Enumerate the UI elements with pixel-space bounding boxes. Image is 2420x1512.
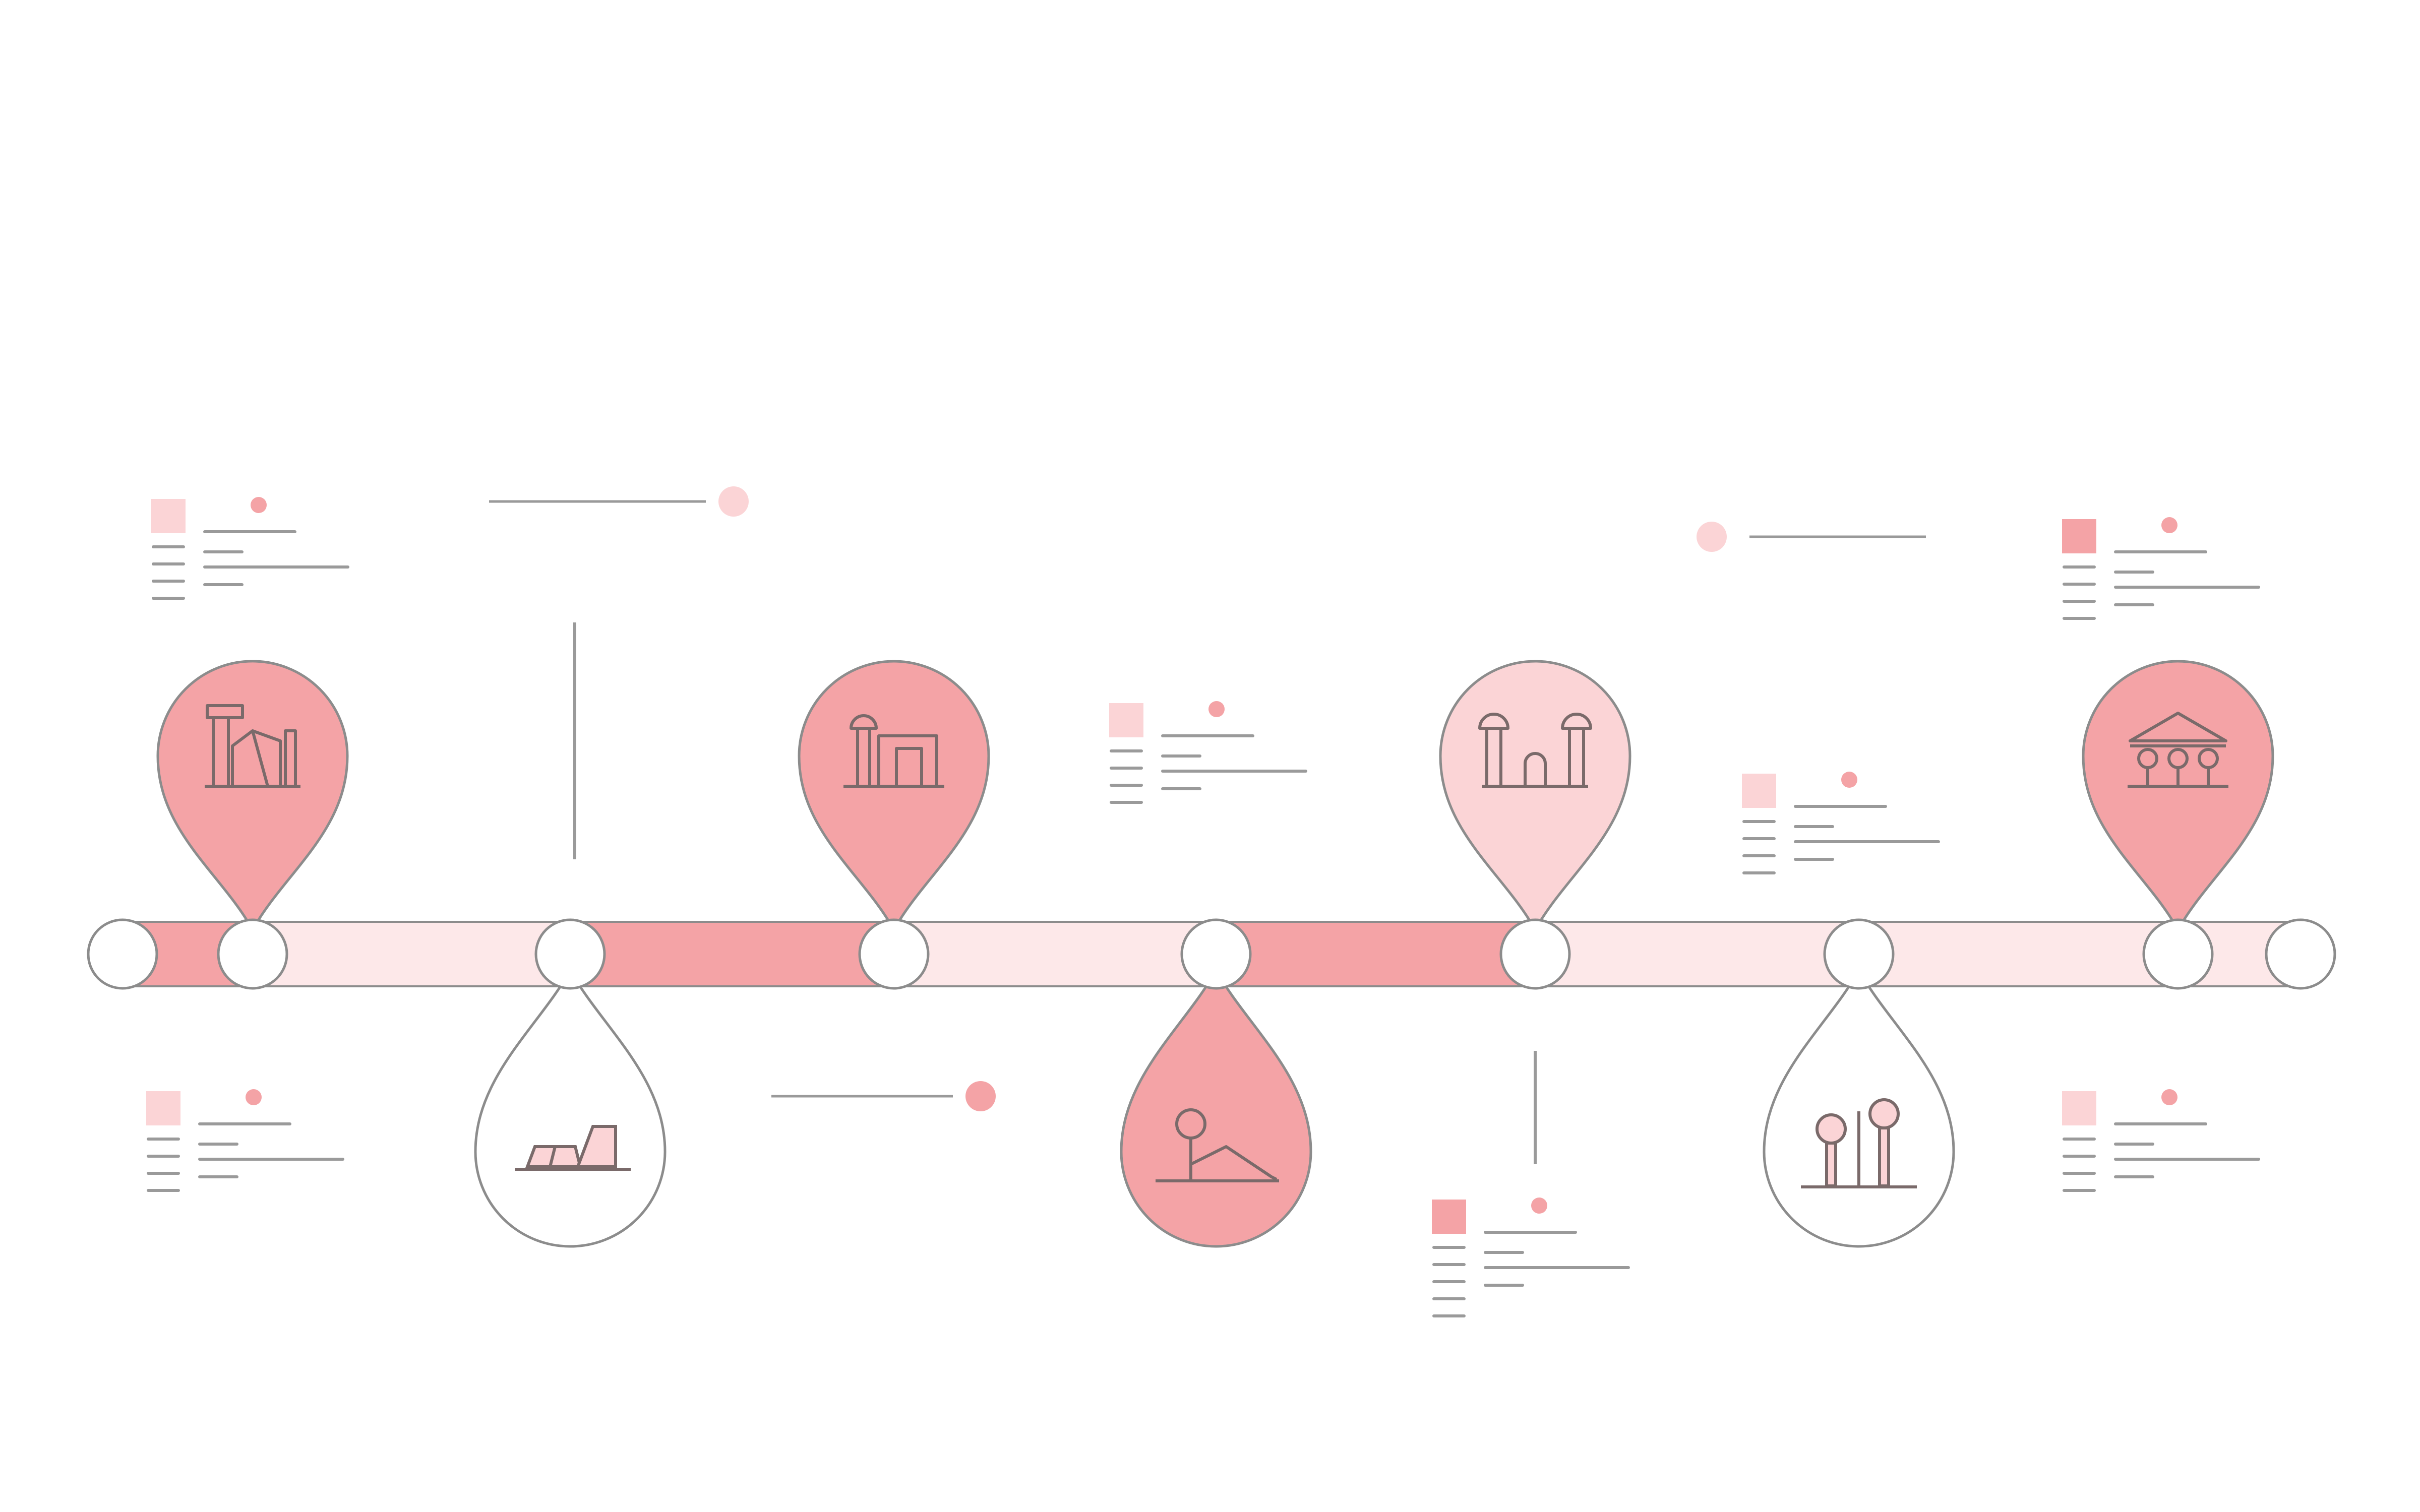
track-segment <box>1216 923 1535 985</box>
pin-shape <box>798 660 990 933</box>
block-dot <box>246 1089 262 1105</box>
block-dot <box>1841 772 1857 788</box>
block-square <box>1109 703 1143 737</box>
connector-dot <box>1697 522 1727 552</box>
street-lamps-icon <box>1801 1098 1917 1188</box>
text-block <box>1742 772 1940 874</box>
text-block <box>146 1089 344 1192</box>
block-dot <box>1531 1198 1547 1214</box>
milestone-pin <box>474 967 667 1248</box>
text-block <box>1432 1198 1630 1317</box>
block-square <box>1432 1200 1466 1234</box>
connector <box>771 1081 996 1111</box>
block-dot <box>251 497 267 513</box>
block-square <box>2062 1091 2096 1125</box>
pin-shape <box>156 660 349 933</box>
milestone-pin <box>1763 967 1955 1248</box>
track-segment <box>253 923 570 985</box>
industrial-plant-icon <box>843 714 944 788</box>
pin-shape <box>474 967 667 1248</box>
milestone-pin <box>1439 660 1631 933</box>
block-square <box>2062 519 2096 553</box>
icon-part <box>2129 712 2227 742</box>
pin-shape <box>2082 660 2274 933</box>
factory-icon <box>205 704 300 788</box>
milestone-markers <box>156 660 2274 1248</box>
block-square <box>146 1091 180 1125</box>
icon-part <box>1561 713 1592 730</box>
pavilion-icon <box>2128 712 2228 788</box>
milestone-pin <box>156 660 349 933</box>
timeline-nodes <box>87 918 2336 990</box>
track-segment <box>1535 923 1859 985</box>
text-block <box>2062 517 2260 620</box>
connector-dot <box>718 486 749 517</box>
timeline-node <box>1823 918 1895 990</box>
milestone-pin <box>2082 660 2274 933</box>
timeline-node <box>534 918 606 990</box>
milestone-pin <box>798 660 990 933</box>
block-dot <box>1208 701 1225 717</box>
text-blocks <box>146 497 2260 1317</box>
icon-part <box>251 730 269 787</box>
icon-part <box>1478 713 1509 730</box>
timeline-node <box>2142 918 2214 990</box>
track-segment <box>570 923 894 985</box>
connector-dot <box>965 1081 996 1111</box>
connector <box>1697 522 1926 552</box>
icon-part <box>1868 1098 1900 1129</box>
connector <box>489 486 749 517</box>
timeline-node <box>87 918 158 990</box>
text-block <box>151 497 349 600</box>
icon-part <box>575 1125 617 1168</box>
text-block <box>1109 701 1307 804</box>
track-segment <box>1859 923 2178 985</box>
timeline-node <box>2265 918 2336 990</box>
icon-part <box>1524 752 1547 786</box>
connector-lines <box>489 486 1926 1164</box>
construction-worker-icon <box>1156 1108 1279 1182</box>
timeline-node <box>1180 918 1252 990</box>
icon-part <box>231 729 282 788</box>
timeline-node <box>217 918 288 990</box>
text-block <box>2062 1089 2260 1192</box>
track-segment <box>894 923 1216 985</box>
block-dot <box>2161 517 2177 533</box>
icon-part <box>1190 1145 1278 1181</box>
pin-shape <box>1120 967 1312 1248</box>
timeline-node <box>858 918 930 990</box>
icon-part <box>1825 1142 1837 1187</box>
castle-towers-icon <box>1478 713 1592 788</box>
block-dot <box>2161 1089 2177 1105</box>
milestone-pin <box>1120 967 1312 1248</box>
pin-shape <box>1439 660 1631 933</box>
pin-shape <box>1763 967 1955 1248</box>
block-square <box>151 499 186 533</box>
icon-part <box>1878 1126 1890 1187</box>
icon-part <box>850 714 878 730</box>
icon-part <box>1816 1113 1847 1145</box>
icon-part <box>549 1146 557 1167</box>
timeline-node <box>1499 918 1571 990</box>
mining-cart-icon <box>515 1125 631 1171</box>
block-square <box>1742 774 1776 808</box>
